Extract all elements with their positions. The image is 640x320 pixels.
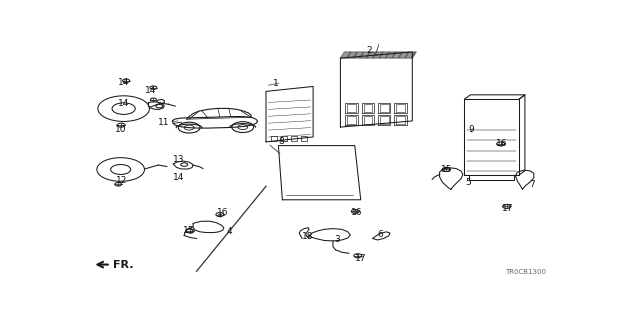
- Text: 17: 17: [502, 204, 513, 213]
- Text: 3: 3: [334, 235, 340, 244]
- Text: 14: 14: [118, 78, 129, 87]
- Polygon shape: [405, 52, 415, 58]
- Polygon shape: [392, 52, 403, 58]
- Polygon shape: [399, 52, 409, 58]
- Text: 1: 1: [273, 79, 279, 88]
- Text: 9: 9: [468, 125, 474, 134]
- Polygon shape: [412, 52, 416, 58]
- Text: 14: 14: [173, 173, 184, 182]
- Text: 5: 5: [465, 178, 471, 187]
- Text: 15: 15: [184, 226, 195, 235]
- Polygon shape: [379, 52, 390, 58]
- Polygon shape: [353, 52, 364, 58]
- Polygon shape: [366, 52, 376, 58]
- Polygon shape: [372, 52, 383, 58]
- Text: 10: 10: [115, 125, 127, 134]
- Text: 6: 6: [377, 230, 383, 239]
- Text: TR0CB1300: TR0CB1300: [505, 269, 546, 275]
- Text: 18: 18: [303, 231, 314, 241]
- Text: 16: 16: [496, 139, 508, 148]
- Text: 8: 8: [278, 137, 284, 146]
- Text: 16: 16: [217, 208, 228, 217]
- Text: 13: 13: [172, 155, 184, 164]
- Polygon shape: [385, 52, 396, 58]
- Text: 4: 4: [227, 227, 232, 236]
- Text: 16: 16: [351, 208, 362, 217]
- Text: 14: 14: [118, 99, 129, 108]
- Text: 7: 7: [529, 180, 535, 189]
- Text: 14: 14: [145, 86, 156, 95]
- Polygon shape: [347, 52, 357, 58]
- Text: 12: 12: [115, 176, 127, 185]
- Text: 17: 17: [355, 254, 366, 263]
- Text: 11: 11: [157, 118, 169, 127]
- Text: 2: 2: [366, 46, 372, 55]
- Polygon shape: [340, 52, 351, 58]
- Polygon shape: [360, 52, 370, 58]
- Text: FR.: FR.: [113, 260, 134, 269]
- Text: 15: 15: [442, 165, 452, 174]
